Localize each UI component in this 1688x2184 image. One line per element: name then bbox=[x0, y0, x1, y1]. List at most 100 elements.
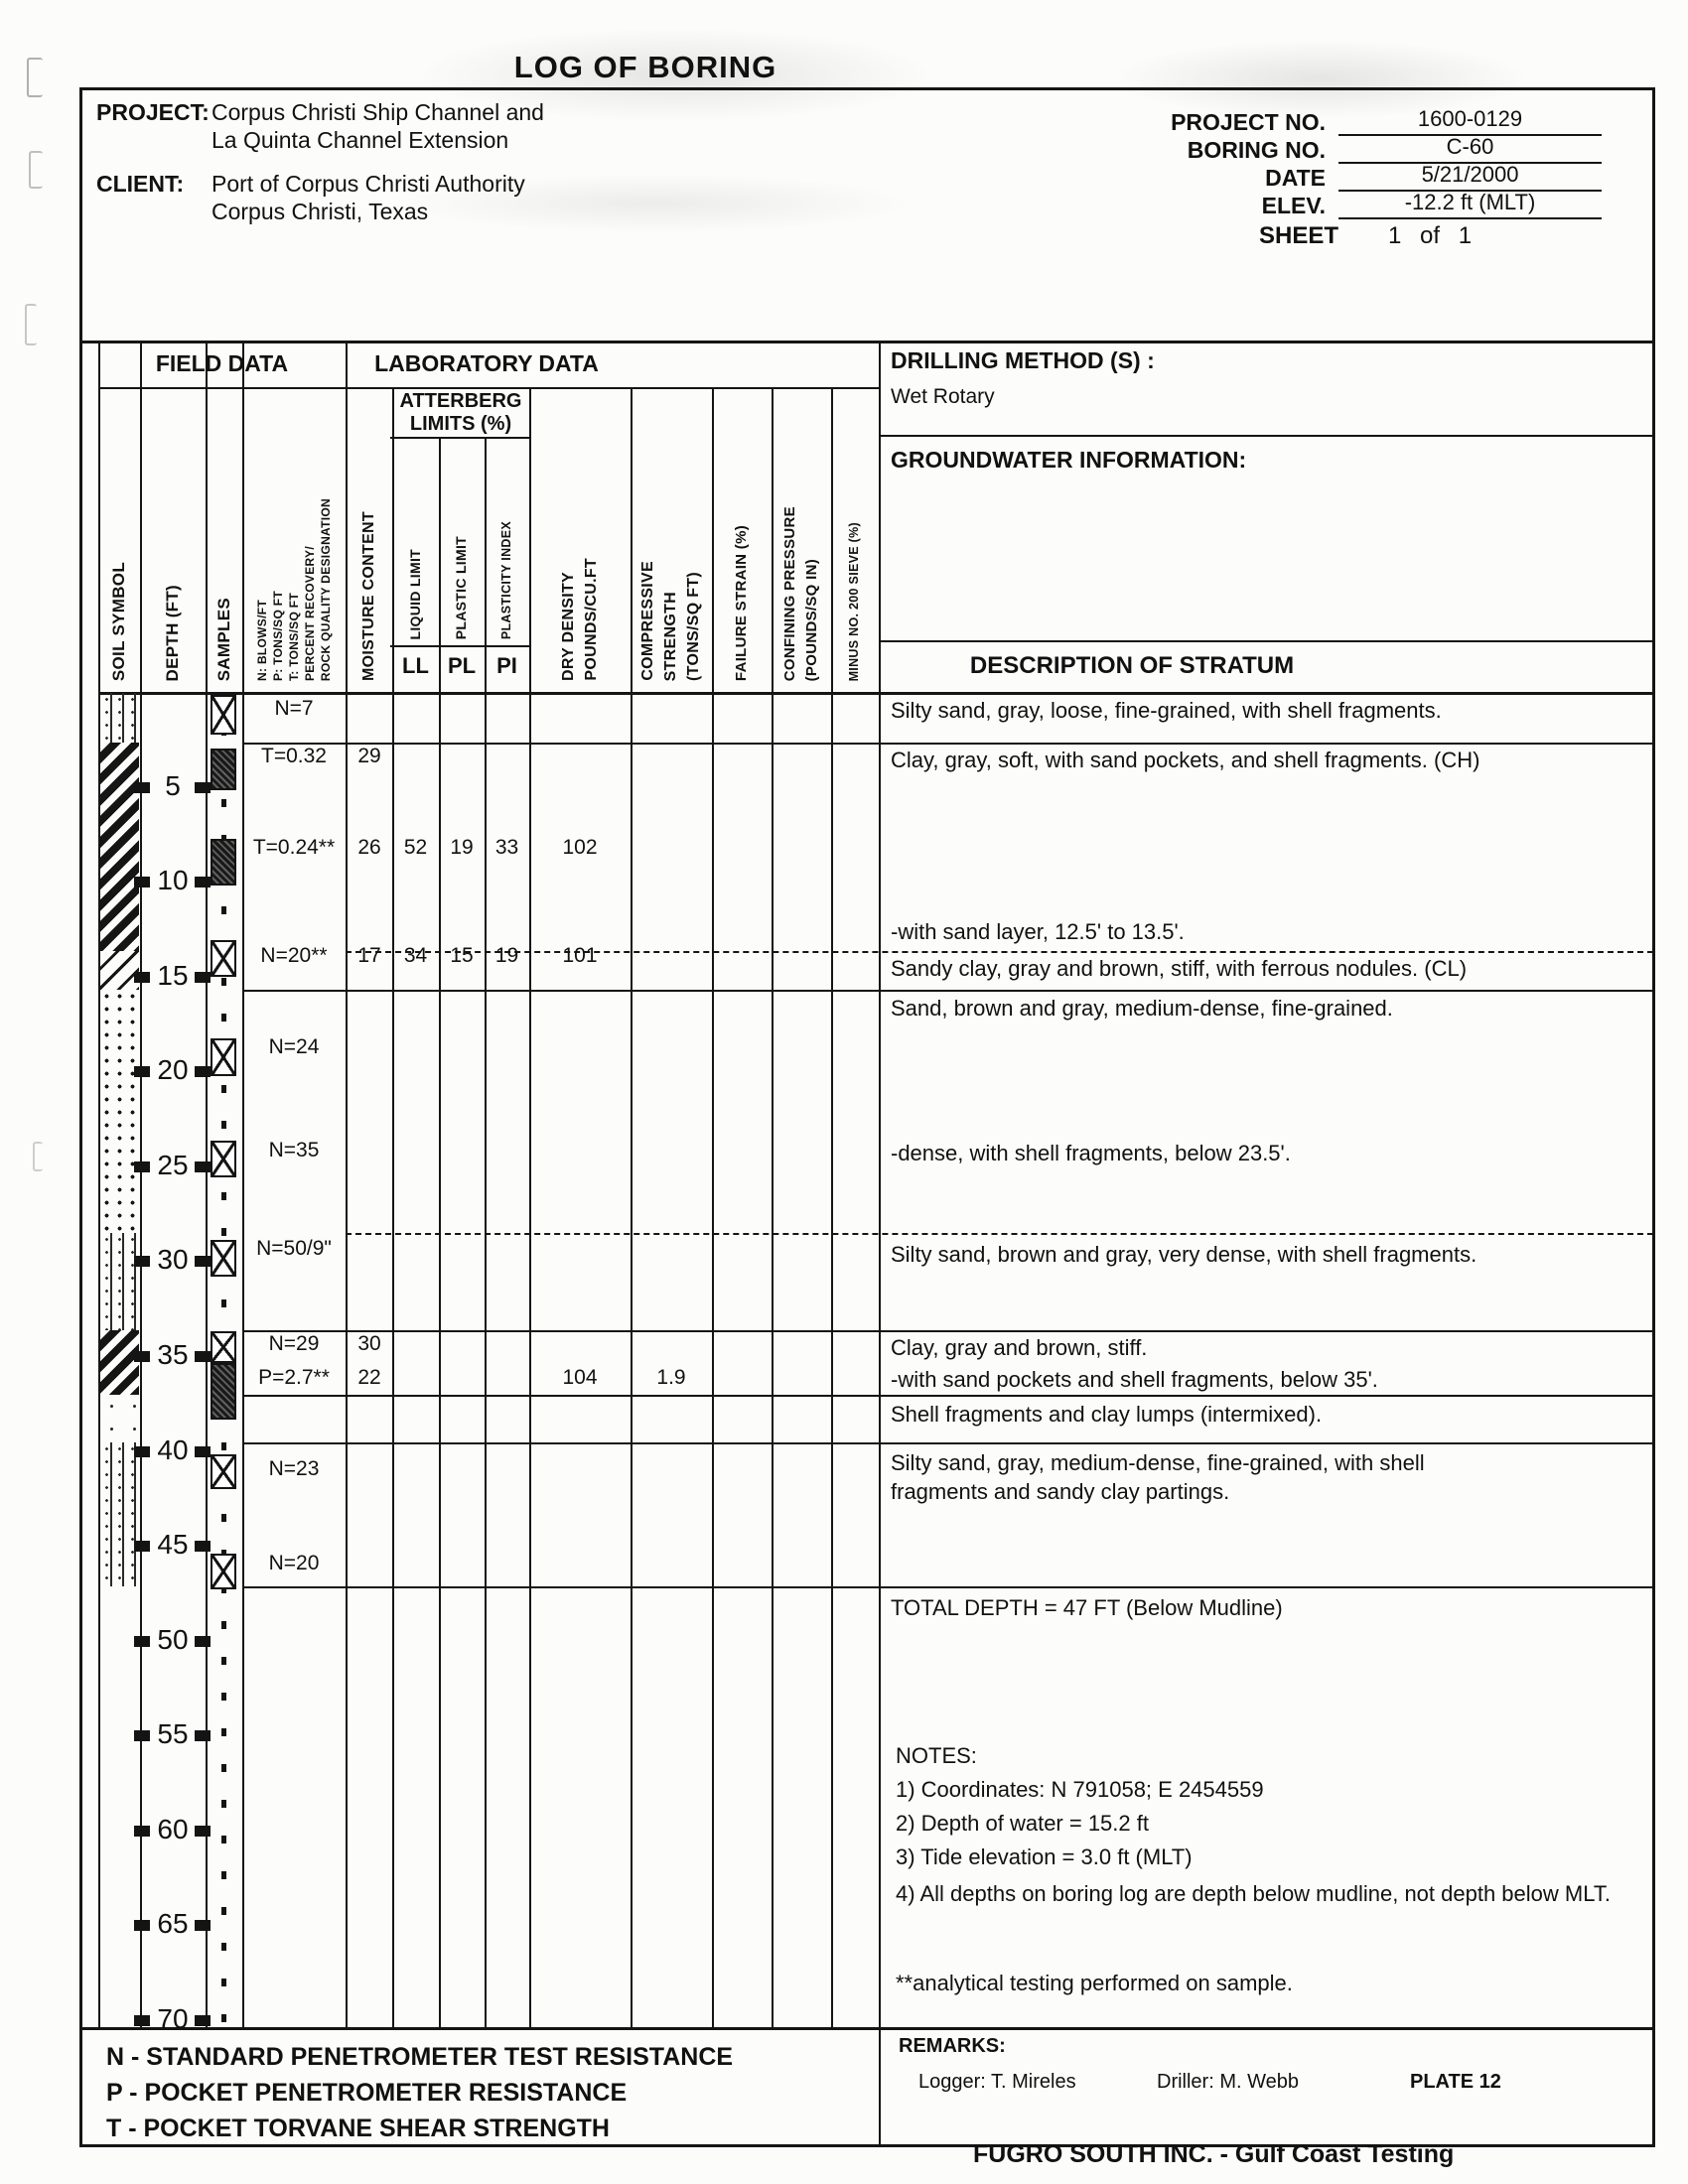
company-name: FUGRO SOUTH INC. - Gulf Coast Testing bbox=[973, 2140, 1455, 2168]
project-no-label: PROJECT NO. bbox=[1171, 109, 1326, 135]
boring-no-label: BORING NO. bbox=[1187, 137, 1326, 163]
legend-line-n: N - STANDARD PENETROMETER TEST RESISTANC… bbox=[106, 2043, 734, 2071]
stratum-description: Clay, gray, soft, with sand pockets, and… bbox=[891, 748, 1480, 772]
depth-tick bbox=[134, 1826, 150, 1837]
ll-value: 34 bbox=[403, 944, 428, 967]
grid-line bbox=[79, 2027, 1655, 2030]
dry-density-value: 104 bbox=[562, 1366, 598, 1389]
pi-value: 33 bbox=[494, 836, 519, 859]
stratum-description: Clay, gray and brown, stiff. bbox=[891, 1335, 1148, 1360]
soil-layer-silty-sand bbox=[100, 693, 139, 743]
dry-density-value: 102 bbox=[562, 836, 598, 859]
depth-tick bbox=[195, 1920, 211, 1931]
boring-no-value: C-60 bbox=[1338, 134, 1602, 164]
depth-tick bbox=[195, 1730, 211, 1741]
atterberg-line2: LIMITS (%) bbox=[409, 413, 512, 435]
sample-splitspoon-marker bbox=[211, 1038, 236, 1076]
column-header-label: MINUS NO. 200 SIEVE (%) bbox=[847, 521, 862, 681]
depth-tick bbox=[195, 1636, 211, 1647]
stratum-description: Sandy clay, gray and brown, stiff, with … bbox=[891, 956, 1468, 981]
column-header-failure-strain: FAILURE STRAIN (%) bbox=[712, 393, 772, 681]
depth-tick bbox=[134, 972, 150, 983]
grid-line bbox=[879, 435, 1653, 437]
column-header-label: ROCK QUALITY DESIGNATION bbox=[318, 497, 333, 681]
grid-line bbox=[879, 341, 881, 2144]
soil-layer-clay bbox=[100, 1330, 139, 1395]
scan-artifact bbox=[33, 1142, 43, 1171]
depth-tick bbox=[134, 1920, 150, 1931]
project-label: PROJECT: bbox=[96, 99, 210, 125]
depth-label: 25 bbox=[157, 1150, 189, 1180]
depth-tick bbox=[134, 1446, 150, 1457]
depth-tick bbox=[134, 1730, 150, 1741]
scan-artifact bbox=[27, 58, 43, 97]
column-header-label: COMPRESSIVE bbox=[639, 561, 656, 681]
grid-line bbox=[346, 341, 348, 2027]
grid-line bbox=[98, 341, 100, 2027]
column-header-label: SOIL SYMBOL bbox=[109, 561, 129, 681]
grid-line bbox=[390, 437, 531, 439]
column-header-label: STRENGTH bbox=[662, 591, 679, 681]
stratum-description: Silty sand, brown and gray, very dense, … bbox=[891, 1242, 1477, 1267]
field-test-value: N=7 bbox=[274, 697, 314, 720]
plate-number: PLATE 12 bbox=[1410, 2071, 1501, 2093]
soil-layer-clay bbox=[100, 743, 139, 951]
grid-line bbox=[392, 387, 394, 2027]
depth-tick bbox=[134, 1351, 150, 1362]
client-name-line1: Port of Corpus Christi Authority bbox=[211, 171, 525, 197]
stratum-boundary bbox=[242, 1395, 1653, 1397]
column-header-moisture: MOISTURE CONTENT bbox=[346, 393, 392, 681]
stratum-description: Shell fragments and clay lumps (intermix… bbox=[891, 1402, 1323, 1427]
field-test-value: N=20 bbox=[268, 1552, 320, 1574]
depth-tick bbox=[134, 1161, 150, 1172]
column-header-soil-symbol: SOIL SYMBOL bbox=[98, 393, 140, 681]
column-header-label: SAMPLES bbox=[213, 597, 233, 681]
field-test-value: T=0.24** bbox=[252, 836, 336, 859]
column-header-confining-pressure: CONFINING PRESSURE (POUNDS/SQ IN) bbox=[772, 393, 831, 681]
moisture-value: 26 bbox=[357, 836, 381, 859]
soil-layer-silty-sand bbox=[100, 1442, 139, 1586]
depth-tick bbox=[134, 2015, 150, 2026]
depth-label: 50 bbox=[157, 1624, 189, 1655]
sample-tube-marker bbox=[211, 839, 236, 886]
sample-splitspoon-marker bbox=[211, 940, 236, 977]
sample-splitspoon-marker bbox=[211, 1240, 236, 1277]
project-no-value: 1600-0129 bbox=[1338, 106, 1602, 136]
depth-label: 70 bbox=[157, 2003, 189, 2034]
depth-tick bbox=[134, 1256, 150, 1267]
logger-value: Logger: T. Mireles bbox=[918, 2071, 1076, 2093]
grid-line bbox=[439, 437, 441, 2027]
grid-line bbox=[485, 437, 487, 2027]
client-label: CLIENT: bbox=[96, 171, 185, 197]
stratum-boundary bbox=[242, 1330, 1653, 1332]
stratum-description: -with sand layer, 12.5' to 13.5'. bbox=[891, 919, 1185, 944]
pi-value: 19 bbox=[494, 944, 519, 967]
sample-tube-marker bbox=[211, 749, 236, 790]
sample-tube-marker bbox=[211, 1363, 236, 1420]
stratum-description: Silty sand, gray, loose, fine-grained, w… bbox=[891, 698, 1442, 723]
column-header-compressive-strength: COMPRESSIVE STRENGTH (TONS/SQ FT) bbox=[631, 393, 712, 681]
column-header-label: POUNDS/CU.FT bbox=[582, 558, 600, 681]
form-border-bottom bbox=[79, 2144, 1655, 2147]
note-footnote: **analytical testing performed on sample… bbox=[896, 1971, 1293, 1995]
note-item: 3) Tide elevation = 3.0 ft (MLT) bbox=[896, 1844, 1193, 1869]
sheet-value: 1 of 1 bbox=[1388, 222, 1473, 249]
column-header-label: DRY DENSITY bbox=[559, 572, 577, 681]
moisture-value: 30 bbox=[357, 1332, 381, 1355]
moisture-value: 29 bbox=[357, 745, 381, 767]
column-header-label: MOISTURE CONTENT bbox=[359, 510, 377, 681]
depth-tick bbox=[134, 782, 150, 793]
column-header-label: (TONS/SQ FT) bbox=[685, 572, 702, 681]
ll-subheader: LL bbox=[402, 653, 429, 678]
scan-artifact bbox=[25, 304, 37, 345]
column-header-label: DEPTH (FT) bbox=[163, 584, 183, 681]
sample-splitspoon-marker bbox=[211, 1454, 236, 1489]
field-test-value: N=29 bbox=[268, 1332, 320, 1355]
total-depth-note: TOTAL DEPTH = 47 FT (Below Mudline) bbox=[891, 1595, 1283, 1620]
sample-splitspoon-marker bbox=[211, 1554, 236, 1589]
column-header-minus-200: MINUS NO. 200 SIEVE (%) bbox=[831, 393, 879, 681]
stratum-boundary bbox=[242, 743, 1653, 745]
depth-label: 10 bbox=[157, 865, 189, 895]
groundwater-label: GROUNDWATER INFORMATION: bbox=[891, 447, 1247, 473]
depth-label: 20 bbox=[157, 1054, 189, 1085]
